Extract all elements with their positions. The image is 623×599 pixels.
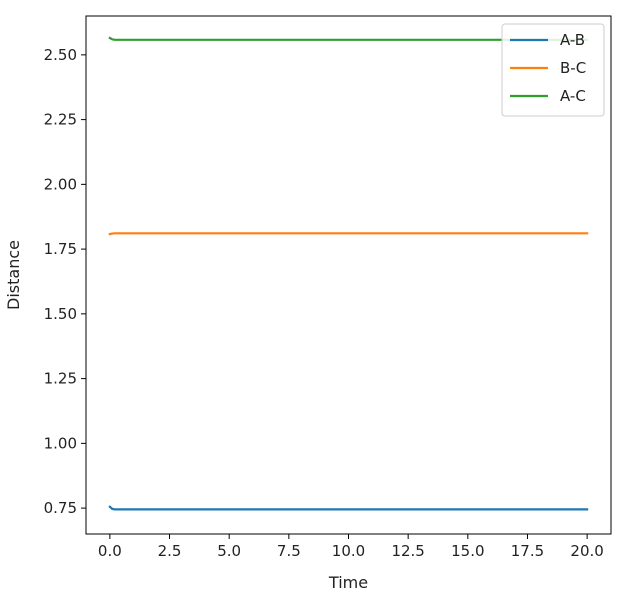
series-line-a-c [108, 36, 589, 41]
y-tick-label: 2.50 [44, 46, 77, 64]
x-tick-label: 10.0 [332, 542, 365, 560]
x-tick-label: 5.0 [217, 542, 241, 560]
y-tick-label: 1.00 [44, 434, 77, 452]
x-tick-label: 15.0 [451, 542, 484, 560]
legend-label-b-c: B-C [560, 59, 586, 77]
series-line-a-b [108, 505, 589, 511]
y-tick-label: 0.75 [44, 499, 77, 517]
x-tick-label: 20.0 [570, 542, 603, 560]
series-layer [108, 36, 589, 511]
y-tick-label: 2.25 [44, 111, 77, 129]
legend-label-a-c: A-C [560, 87, 586, 105]
x-tick-label: 7.5 [277, 542, 301, 560]
y-tick-label: 1.50 [44, 305, 77, 323]
x-tick-label: 2.5 [158, 542, 182, 560]
y-axis: 0.75 1.00 1.25 1.50 1.75 2.00 2.25 2.50 [44, 46, 86, 517]
x-tick-label: 17.5 [511, 542, 544, 560]
x-tick-label: 12.5 [391, 542, 424, 560]
x-tick-label: 0.0 [98, 542, 122, 560]
y-tick-label: 2.00 [44, 175, 77, 193]
legend: A-B B-C A-C [501, 23, 605, 117]
y-axis-label: Distance [4, 240, 23, 310]
legend-box [501, 23, 605, 117]
x-axis: 0.0 2.5 5.0 7.5 10.0 12.5 15.0 17.5 20.0 [98, 534, 604, 560]
x-axis-label: Time [328, 573, 368, 592]
y-tick-label: 1.25 [44, 370, 77, 388]
legend-label-a-b: A-B [560, 31, 585, 49]
series-line-b-c [108, 232, 589, 236]
y-tick-label: 1.75 [44, 240, 77, 258]
